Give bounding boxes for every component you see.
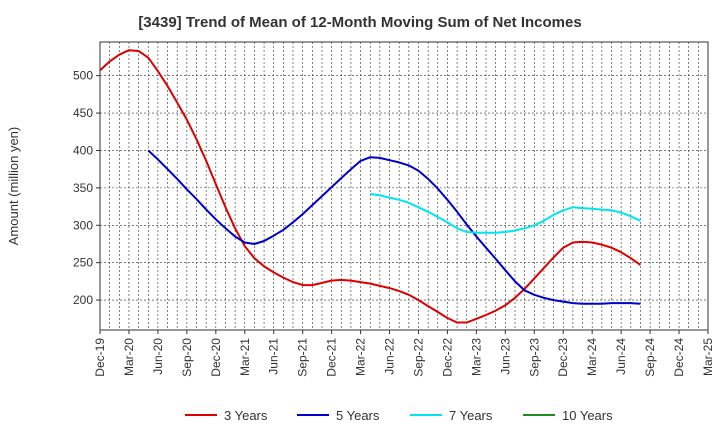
- y-tick-label: 350: [73, 181, 93, 195]
- axes: 200 250 300 350 400 450 500 Dec-19 Mar-20 Jun-20 S…: [6, 41, 715, 377]
- x-tick-label: Sep-21: [296, 338, 310, 377]
- plot-border: [99, 41, 709, 331]
- y-tick-label: 200: [73, 293, 93, 307]
- plot-background: [100, 42, 708, 330]
- x-tick-label: Sep-20: [180, 338, 194, 377]
- series-line-1: [99, 49, 641, 324]
- series-layer: [99, 49, 641, 324]
- x-tick-label: Sep-23: [527, 338, 541, 377]
- x-tick-label: Jun-23: [498, 338, 512, 375]
- x-tick-label: Sep-24: [643, 338, 657, 377]
- x-tick-label: Jun-24: [614, 338, 628, 375]
- x-tick-label: Mar-21: [238, 338, 252, 376]
- legend-label-3: 7 Years: [449, 408, 493, 423]
- legend: 3 Years 5 Years 7 Years 10 Years: [185, 408, 613, 423]
- legend-label-1: 3 Years: [224, 408, 268, 423]
- x-tick-label: Sep-22: [411, 338, 425, 377]
- x-tick-label: Mar-25: [701, 338, 715, 376]
- y-tick-label: 300: [73, 218, 93, 232]
- series-line-2: [147, 149, 641, 305]
- x-tick-label: Dec-24: [672, 338, 686, 377]
- y-axis-label: Amount (million yen): [6, 127, 21, 246]
- x-tick-label: Dec-23: [556, 338, 570, 377]
- x-tick-label: Dec-19: [93, 338, 107, 377]
- y-tick-label: 500: [73, 69, 93, 83]
- x-tick-label: Jun-21: [267, 338, 281, 375]
- series-line-3: [370, 192, 641, 234]
- x-tick-label: Jun-22: [383, 338, 397, 375]
- x-tick-label: Jun-20: [151, 338, 165, 375]
- x-tick-label: Dec-20: [209, 338, 223, 377]
- y-tick-label: 250: [73, 256, 93, 270]
- legend-label-4: 10 Years: [562, 408, 613, 423]
- chart-title: [3439] Trend of Mean of 12-Month Moving …: [138, 14, 582, 31]
- legend-label-2: 5 Years: [336, 408, 380, 423]
- plot-area: [100, 42, 708, 330]
- x-tick-label: Mar-24: [585, 338, 599, 376]
- grid-lines: [100, 42, 708, 330]
- x-tick-label: Mar-22: [354, 338, 368, 376]
- y-tick-label: 400: [73, 143, 93, 157]
- x-tick-label: Mar-23: [469, 338, 483, 376]
- x-tick-label: Dec-21: [325, 338, 339, 377]
- y-tick-label: 450: [73, 106, 93, 120]
- x-tick-label: Dec-22: [440, 338, 454, 377]
- x-tick-label: Mar-20: [122, 338, 136, 376]
